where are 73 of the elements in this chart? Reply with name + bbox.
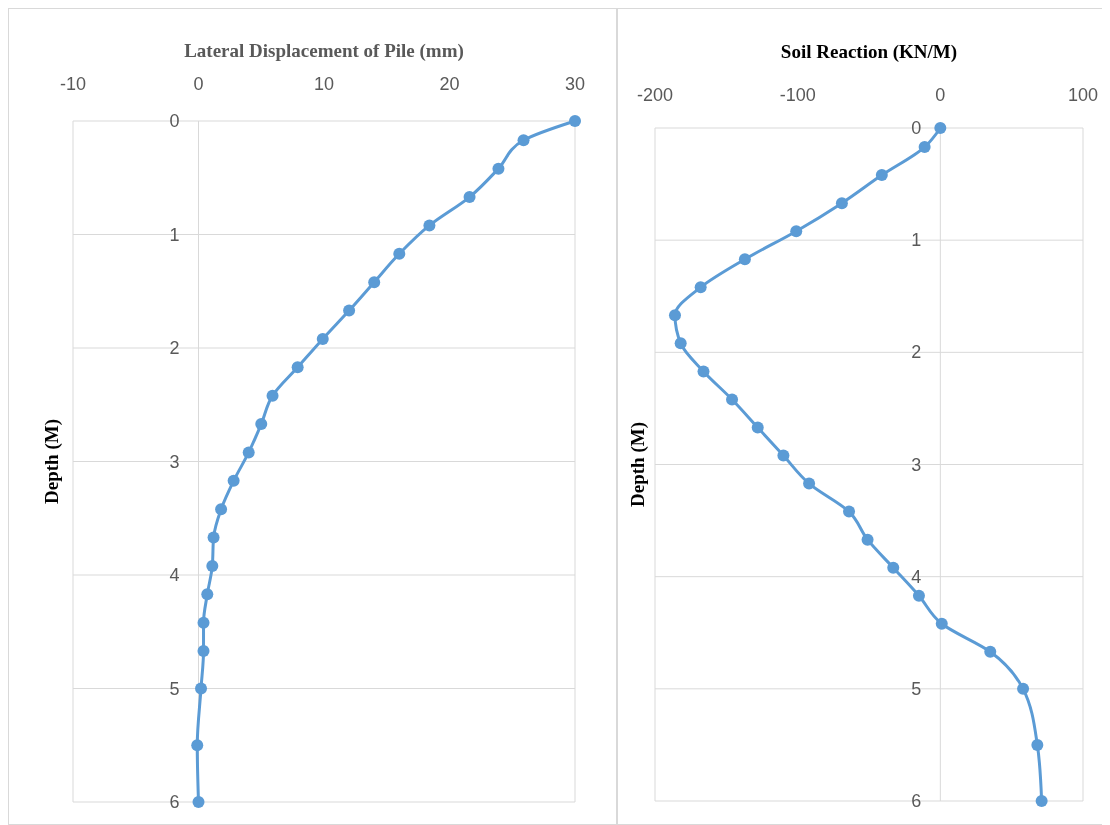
point [195,682,208,695]
point [835,197,848,210]
point [207,531,220,544]
y-tick-label: 5 [169,678,180,699]
point [215,503,228,516]
point [1031,738,1044,751]
y-tick-label: 1 [169,224,180,245]
y-tick-label: 4 [911,566,922,587]
point [984,645,997,658]
point [738,253,751,266]
point [674,337,687,350]
point [316,332,329,345]
chart-title: Soil Reaction (KN/M) [780,41,958,63]
point [935,617,948,630]
point [492,162,505,175]
x-tick-label: 30 [564,74,586,94]
x-tick-label: 0 [935,85,946,105]
y-tick-label: 3 [169,451,180,472]
point [790,225,803,238]
x-tick-label: 0 [193,74,204,94]
point [887,561,900,574]
point [463,191,476,204]
point [242,446,255,459]
point [751,421,764,434]
point [934,122,947,134]
point [192,796,205,808]
point [861,533,874,546]
x-tick-label: 20 [439,74,460,94]
point [777,449,790,462]
chart-title: Lateral Displacement of Pile (mm) [184,40,464,62]
y-tick-label: 2 [911,342,922,363]
point [343,304,356,317]
x-tick-label: -100 [779,85,816,105]
y-axis-title: Depth (M) [41,419,63,504]
y-axis-title: Depth (M) [627,422,649,507]
y-tick-label: 6 [169,792,180,812]
point [569,115,581,127]
point [875,169,888,182]
y-tick-label: 6 [911,791,922,811]
point [1035,795,1048,807]
point [803,477,816,490]
point [197,616,210,629]
y-tick-label: 2 [169,338,180,358]
point [668,309,681,322]
point [1017,682,1030,695]
point [291,361,304,374]
x-tick-label: 100 [1067,85,1099,105]
x-tick-label: -200 [636,85,674,105]
y-tick-label: 0 [911,118,922,138]
x-tick-label: 10 [313,74,335,94]
point [697,365,710,378]
point [918,141,931,154]
point [197,645,210,658]
point [191,739,204,752]
point [423,219,436,232]
y-tick-label: 3 [911,454,922,475]
y-tick-label: 5 [911,678,922,699]
point [694,281,707,294]
point [255,418,268,431]
point [393,247,406,260]
x-tick-label: -10 [59,74,87,94]
y-tick-label: 0 [169,111,180,131]
point [843,505,856,518]
point [517,134,530,147]
point [726,393,739,406]
point [266,389,279,402]
y-tick-label: 1 [911,230,922,251]
point [206,559,219,572]
point [912,589,925,602]
point [368,276,381,289]
point [227,474,240,487]
y-tick-label: 4 [169,565,180,585]
point [201,588,214,601]
